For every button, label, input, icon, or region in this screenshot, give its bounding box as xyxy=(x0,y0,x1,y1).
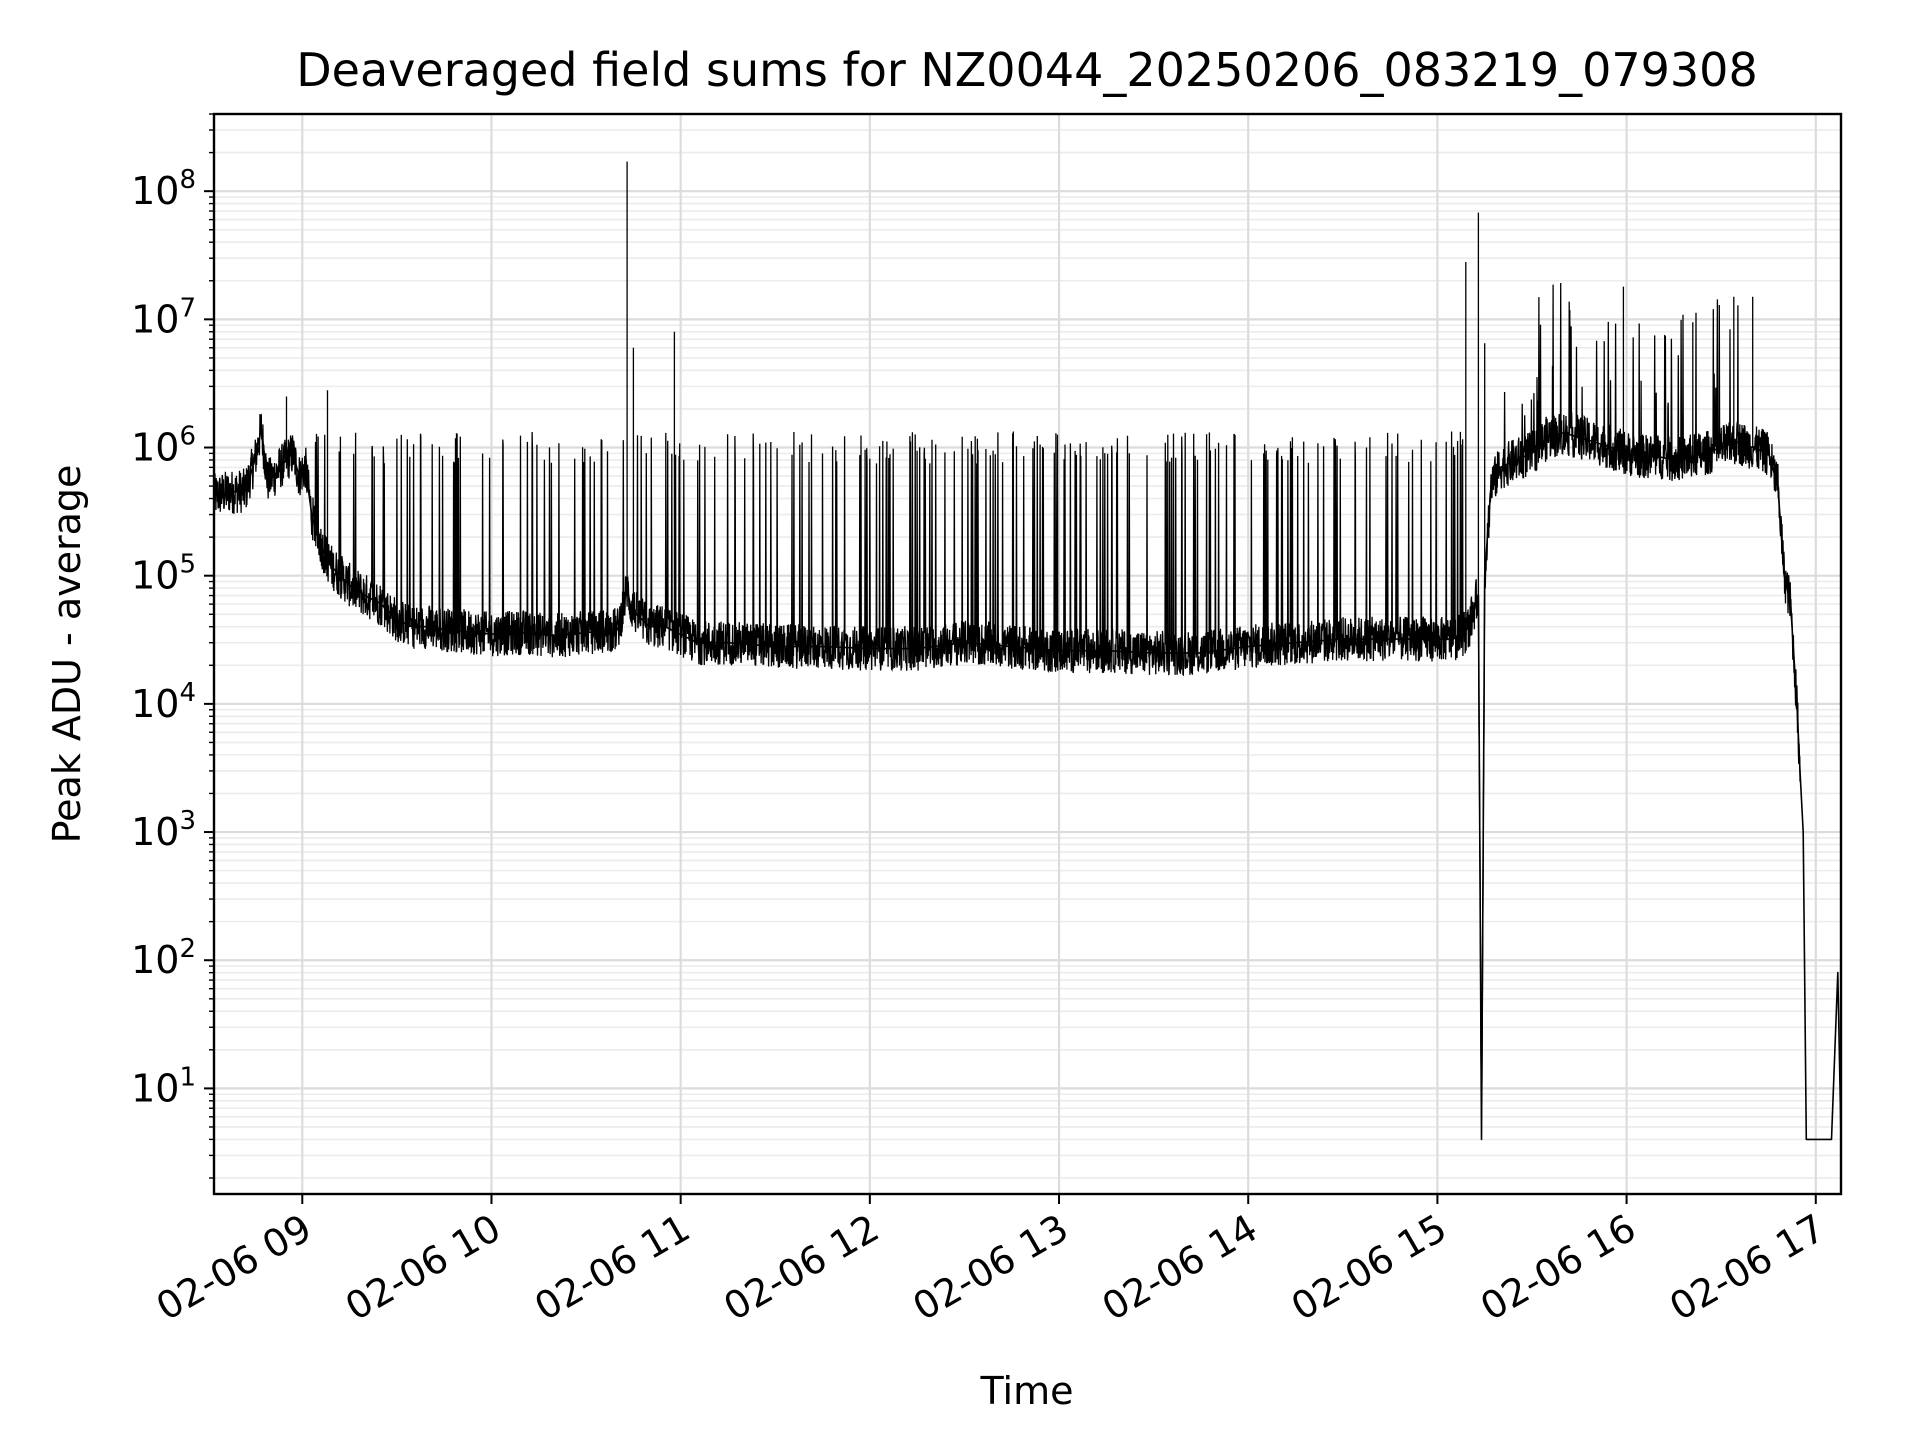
spike-lines xyxy=(214,161,1801,1085)
y-tick-exp: 5 xyxy=(179,550,196,580)
y-tick-label: 107 xyxy=(131,293,196,341)
y-tick-base: 10 xyxy=(131,426,179,470)
y-tick-base: 10 xyxy=(131,1066,179,1110)
y-tick-base: 10 xyxy=(131,554,179,598)
y-tick-base: 10 xyxy=(131,297,179,341)
y-tick-label: 108 xyxy=(131,165,196,213)
y-tick-exp: 8 xyxy=(179,165,196,195)
y-tick-exp: 3 xyxy=(179,806,196,836)
chart-title: Deaveraged field sums for NZ0044_2025020… xyxy=(296,43,1757,97)
y-tick-base: 10 xyxy=(131,938,179,982)
y-tick-label: 104 xyxy=(131,678,196,726)
y-tick-base: 10 xyxy=(131,682,179,726)
y-tick-label: 101 xyxy=(131,1062,196,1110)
y-tick-exp: 2 xyxy=(179,934,196,964)
y-tick-exp: 1 xyxy=(179,1062,196,1092)
minor-gridlines xyxy=(214,113,1841,1179)
y-tick-label: 103 xyxy=(131,806,196,854)
y-tick-exp: 7 xyxy=(179,293,196,323)
y-tick-exp: 4 xyxy=(179,678,196,708)
y-tick-label: 102 xyxy=(131,934,196,982)
y-tick-base: 10 xyxy=(131,810,179,854)
y-tick-label: 106 xyxy=(131,422,196,470)
y-tick-base: 10 xyxy=(131,169,179,213)
y-axis-label: Peak ADU - average xyxy=(45,465,89,844)
plot-frame xyxy=(212,112,1843,1196)
y-tick-label: 105 xyxy=(131,550,196,598)
x-axis-label: Time xyxy=(980,1369,1074,1413)
y-tick-exp: 6 xyxy=(179,422,196,452)
